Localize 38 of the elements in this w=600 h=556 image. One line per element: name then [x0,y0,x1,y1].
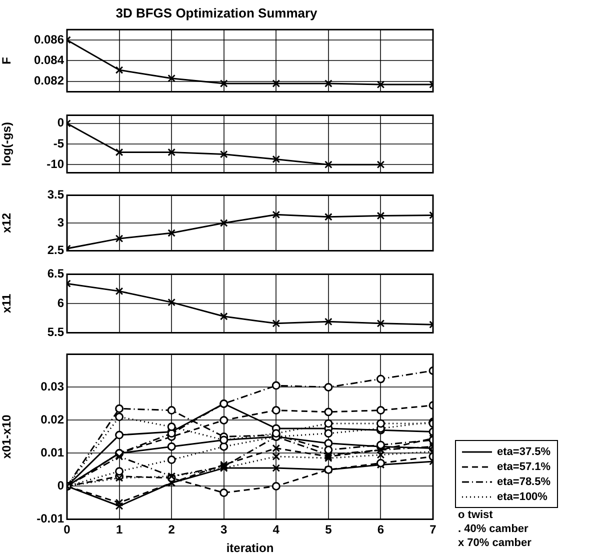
y-tick-label: -5 [53,136,64,150]
y-tick-label: -0.01 [36,512,64,526]
legend-label: eta=100% [497,490,548,502]
y-tick-label: -10 [46,156,64,171]
y-tick-label: 2.5 [47,243,64,258]
text: . 40% camber [458,522,530,536]
chart-title: 3D BFGS Optimization Summary [116,5,318,20]
legend-label: eta=78.5% [497,476,551,488]
legend-label: eta=57.1% [497,460,551,472]
y-axis-title: log(-gs) [0,122,14,166]
x-tick-label: 6 [377,522,384,537]
x-tick-label: 3 [220,522,228,537]
x-tick-label: 2 [168,522,176,537]
text: o twist [458,508,494,522]
y-axis-title: F [0,57,14,64]
y-tick-label: 5.5 [47,325,64,340]
x-tick-label: 5 [325,522,332,537]
y-tick-label: 6.5 [47,266,64,281]
y-tick-label: 0 [57,116,64,130]
y-tick-label: 3 [57,215,64,230]
y-tick-label: 0.02 [40,412,64,427]
legend-label: eta=37.5% [497,446,551,458]
text: x 70% camber [458,536,532,550]
y-tick-label: 0.082 [34,74,64,88]
y-tick-label: 3.5 [47,188,64,202]
y-axis-title: x01-x10 [0,414,14,459]
y-tick-label: 0.084 [34,53,64,68]
y-tick-label: 0.086 [34,32,64,46]
y-axis-title: x11 [0,293,14,314]
x-tick-label: 7 [430,522,437,537]
x-tick-label: 1 [116,522,123,537]
y-tick-label: 0 [57,478,64,493]
y-axis-title: x12 [0,212,14,234]
y-tick-label: 0.01 [40,446,64,460]
x-axis-title: iteration [226,541,274,556]
y-tick-label: 0.03 [40,380,64,394]
y-tick-label: 6 [57,296,64,310]
x-tick-label: 4 [272,522,280,537]
